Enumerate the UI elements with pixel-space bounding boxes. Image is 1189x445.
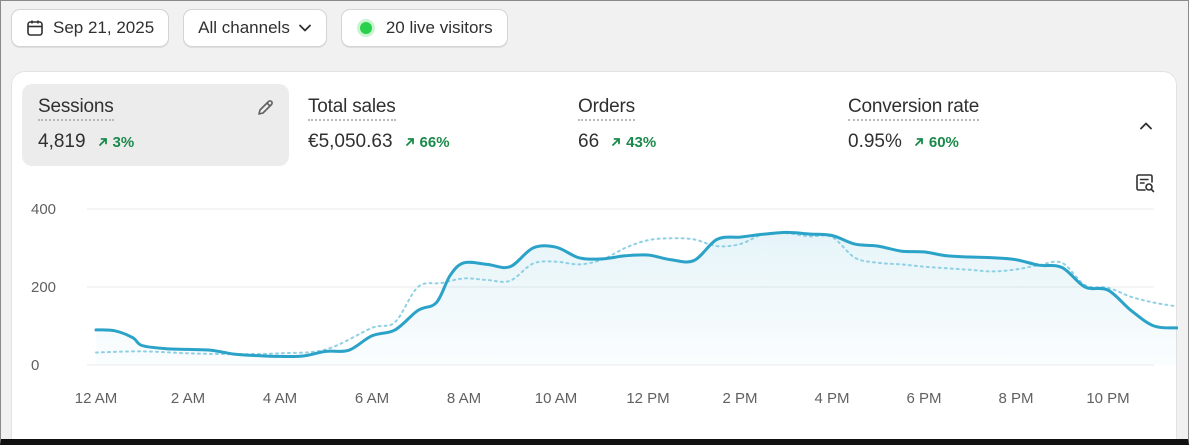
metric-conversion-rate-change-value: 60% xyxy=(928,133,959,151)
x-tick-label: 2 PM xyxy=(722,390,757,407)
channels-dropdown[interactable]: All channels xyxy=(183,9,327,47)
metric-total-sales-change-value: 66% xyxy=(419,133,450,151)
x-tick-label: 12 AM xyxy=(75,390,118,407)
date-label: Sep 21, 2025 xyxy=(53,18,155,37)
metric-sessions-value: 4,819 xyxy=(38,131,86,152)
channels-label: All channels xyxy=(198,18,290,37)
x-tick-label: 4 AM xyxy=(263,390,297,407)
live-status-dot xyxy=(359,22,372,34)
x-tick-label: 10 AM xyxy=(535,390,578,407)
x-tick-label: 10 PM xyxy=(1086,390,1129,407)
x-tick-label: 8 PM xyxy=(998,390,1033,407)
y-tick-label: 200 xyxy=(31,279,56,296)
x-tick-label: 4 PM xyxy=(814,390,849,407)
metric-conversion-rate-change: 60% xyxy=(914,134,959,151)
current-series-line xyxy=(94,230,1178,359)
metric-sessions-label: Sessions xyxy=(38,96,114,121)
metric-orders-change: 43% xyxy=(611,134,656,151)
pencil-icon[interactable] xyxy=(255,98,275,123)
chart-search-icon[interactable] xyxy=(1134,172,1156,199)
metric-orders[interactable]: Orders 66 43% xyxy=(562,84,672,166)
metric-total-sales-change: 66% xyxy=(405,134,450,151)
arrow-up-right-icon xyxy=(914,138,923,146)
calendar-icon xyxy=(26,19,44,37)
metric-sessions-change-value: 3% xyxy=(112,133,135,151)
date-picker-button[interactable]: Sep 21, 2025 xyxy=(11,9,170,47)
sessions-card: 400 200 0 12 AM 2 AM 4 AM 6 AM 8 AM 10 AM 12 PM 2 … xyxy=(11,71,1178,445)
live-visitors-label: 20 live visitors xyxy=(385,18,493,37)
metric-total-sales-label: Total sales xyxy=(308,96,396,121)
metric-orders-change-value: 43% xyxy=(626,133,657,151)
sessions-chart: 400 200 0 12 AM 2 AM 4 AM 6 AM 8 AM 10 AM 12 PM 2 … xyxy=(31,201,1178,407)
current-series-area xyxy=(96,232,1177,365)
comparison-series-line xyxy=(95,231,1178,356)
chevron-up-icon[interactable] xyxy=(1138,118,1154,139)
metric-conversion-rate[interactable]: Conversion rate 0.95% 60% xyxy=(832,84,995,166)
x-tick-label: 12 PM xyxy=(626,390,669,407)
y-tick-label: 400 xyxy=(31,201,56,218)
chevron-down-icon xyxy=(298,21,312,35)
metric-total-sales[interactable]: Total sales €5,050.63 66% xyxy=(292,84,466,166)
metric-orders-label: Orders xyxy=(578,96,635,121)
metric-conversion-rate-value: 0.95% xyxy=(848,131,902,152)
metric-sessions-change: 3% xyxy=(98,133,135,151)
x-tick-label: 6 AM xyxy=(355,390,389,407)
x-tick-label: 6 PM xyxy=(906,390,941,407)
x-tick-label: 2 AM xyxy=(171,390,205,407)
arrow-up-right-icon xyxy=(612,138,621,146)
metric-orders-value: 66 xyxy=(578,131,600,152)
metric-conversion-rate-label: Conversion rate xyxy=(848,96,979,121)
arrow-up-right-icon xyxy=(405,138,414,146)
metric-total-sales-value: €5,050.63 xyxy=(308,131,393,152)
metrics-bar: Sessions 4,819 3% Total sales €5,050.63 … xyxy=(22,84,1122,166)
x-tick-label: 8 AM xyxy=(447,390,481,407)
metric-sessions[interactable]: Sessions 4,819 3% xyxy=(22,84,289,166)
live-visitors-button[interactable]: 20 live visitors xyxy=(340,9,508,47)
arrow-up-right-icon xyxy=(98,138,107,146)
y-tick-label: 0 xyxy=(31,357,39,374)
toolbar: Sep 21, 2025 All channels 20 live visito… xyxy=(11,9,508,47)
